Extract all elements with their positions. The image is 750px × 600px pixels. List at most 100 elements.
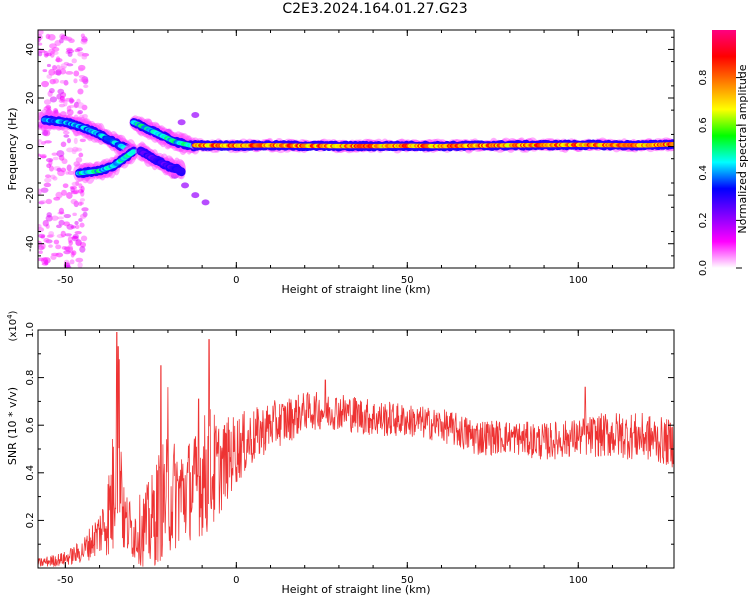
y-tick-label: 0.4 [25, 465, 36, 481]
spectrogram-marks [38, 30, 674, 268]
spectrum-speckle [74, 221, 79, 225]
y-tick-label: 40 [25, 43, 36, 56]
spectrum-speckle [71, 250, 77, 256]
spectrum-speckle [66, 191, 73, 199]
spectrum-speckle [71, 236, 79, 240]
spectrum-speckle [48, 244, 53, 248]
spectrum-core [130, 149, 138, 154]
spectrum-speckle [71, 58, 77, 64]
spectrum-speckle [78, 217, 83, 222]
spectrum-speckle [76, 47, 83, 52]
spectrum-speckle [45, 198, 53, 205]
spectrum-speckle [50, 254, 57, 260]
spectrum-speckle [52, 156, 59, 161]
spectrum-speckle [67, 170, 75, 175]
spectrum-speckle [38, 250, 43, 255]
spectrum-speckle [66, 49, 75, 54]
spectrum-speckle [38, 233, 46, 238]
spectrum-speckle [63, 134, 70, 138]
spectrum-speckle [80, 185, 85, 193]
spectrum-speckle [48, 68, 56, 76]
spectrum-speckle [40, 155, 47, 159]
spectrum-speckle [78, 114, 85, 121]
spectrum-speckle [71, 149, 77, 155]
colorbar-scale [712, 30, 736, 268]
spectrum-streak [181, 182, 190, 189]
spectrum-speckle [73, 70, 80, 77]
y-tick-label: -40 [25, 236, 36, 252]
spectrum-speckle [43, 237, 50, 243]
spectrum-speckle [68, 240, 74, 246]
spectrum-core [178, 168, 186, 174]
spectrum-speckle [56, 64, 61, 72]
spectrum-speckle [47, 34, 56, 41]
spectrum-speckle [65, 265, 72, 268]
y-tick-label: 0.2 [25, 512, 36, 528]
spectrogram-axes: -50 0 50 100 -40 -20 0 20 40 [25, 30, 674, 286]
spectrum-speckle [42, 69, 48, 73]
spectrum-speckle [65, 171, 70, 175]
snr-marks [38, 331, 674, 568]
spectrum-speckle [74, 224, 80, 230]
spectrum-speckle [38, 30, 44, 36]
spectrum-streak [177, 119, 186, 126]
spectrum-speckle [44, 140, 52, 144]
spectrum-speckle [43, 182, 52, 188]
spectrum-speckle [79, 241, 87, 248]
spectrum-speckle [59, 111, 67, 117]
spectrum-speckle [44, 177, 52, 183]
spectrogram-xlabel: Height of straight line (km) [281, 283, 430, 296]
spectrum-speckle [50, 174, 56, 180]
colorbar-tick-label: 0.4 [698, 165, 709, 181]
spectrum-speckle [60, 141, 67, 148]
x-tick-label: 100 [569, 575, 588, 586]
spectrum-speckle [63, 221, 71, 227]
spectrum-speckle [42, 219, 49, 227]
spectrum-speckle [48, 88, 55, 94]
spectrum-speckle [66, 137, 72, 144]
spectrum-speckle [59, 95, 66, 102]
spectrum-speckle [66, 63, 74, 67]
spectrum-streak [201, 199, 210, 206]
spectrum-speckle [78, 152, 84, 158]
spectrum-speckle [58, 207, 65, 215]
spectrum-speckle [65, 71, 74, 75]
snr-multiplier: (x104) [6, 310, 19, 341]
spectrogram-plot: -50 0 50 100 -40 -20 0 20 40 Height of straight … [6, 29, 675, 296]
spectrum-speckle [58, 103, 66, 108]
spectrum-speckle [48, 125, 56, 130]
x-tick-label: 0 [233, 575, 239, 586]
snr-plot: -50 0 50 100 0.2 0.4 0.6 0.8 1.0 Height of strai… [6, 310, 675, 596]
y-tick-label: -20 [25, 187, 36, 203]
spectrum-speckle [57, 216, 65, 220]
snr-ylabel: SNR (10 * v/v) [6, 387, 19, 465]
spectrogram-ylabel: Frequency (Hz) [6, 108, 19, 191]
colorbar-tick-label: 0.8 [698, 70, 709, 86]
spectrum-speckle [48, 48, 56, 55]
x-tick-label: 100 [569, 275, 588, 286]
spectrum-speckle [38, 111, 45, 117]
spectrum-speckle [68, 104, 75, 108]
spectrum-speckle [38, 51, 43, 57]
x-tick-label: -50 [57, 575, 73, 586]
spectrum-speckle [78, 74, 86, 79]
spectrum-speckle [38, 200, 47, 205]
spectrum-speckle [52, 64, 57, 71]
spectrum-speckle [74, 230, 82, 235]
x-tick-label: -50 [57, 275, 73, 286]
spectrum-speckle [60, 230, 66, 238]
spectrum-speckle [49, 96, 58, 103]
spectrum-speckle [51, 152, 58, 156]
spectrum-speckle [78, 67, 84, 72]
y-tick-label: 0 [25, 143, 36, 149]
colorbar-ticks: 0.0 0.2 0.4 0.6 0.8 [698, 70, 742, 276]
colorbar-tick-label: 0.6 [698, 117, 709, 133]
spectrum-speckle [55, 56, 61, 63]
spectrum-speckle [60, 167, 67, 173]
spectrum-speckle [75, 257, 84, 263]
spectrum-speckle [79, 138, 86, 143]
spectrum-speckle [72, 189, 79, 194]
y-tick-label: 20 [25, 92, 36, 105]
spectrum-speckle [64, 233, 72, 237]
colorbar-tick-label: 0.0 [698, 260, 709, 276]
